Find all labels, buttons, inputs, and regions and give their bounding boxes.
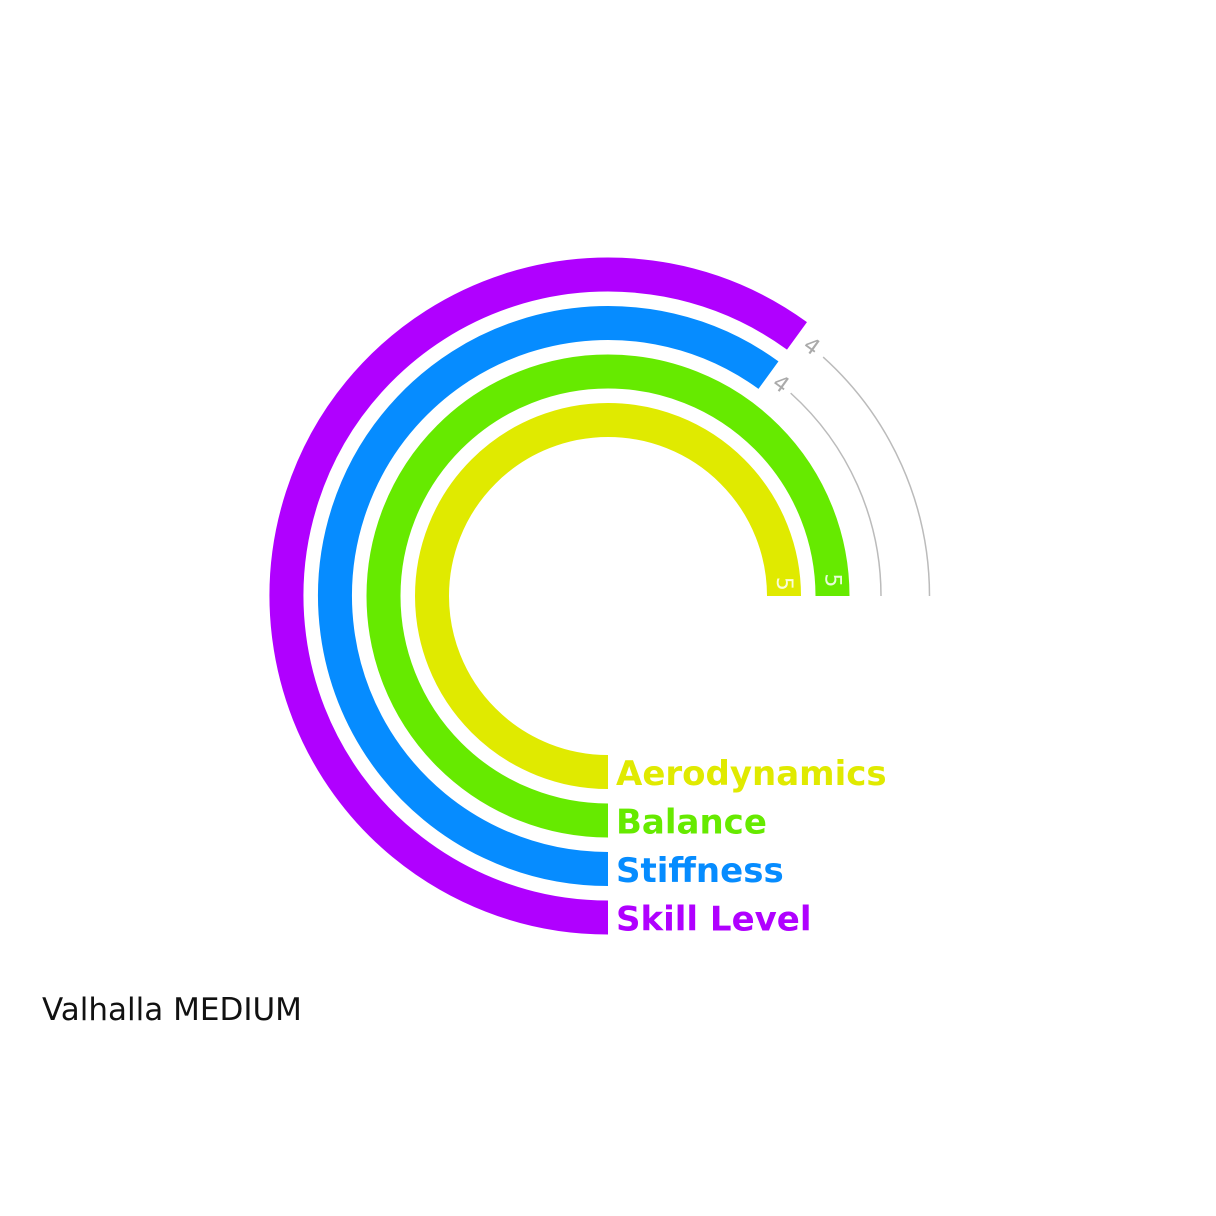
bar-balance <box>366 354 850 838</box>
series-label: Stiffness <box>616 851 784 891</box>
value-label: 4 <box>798 333 824 361</box>
bar-track <box>822 356 931 597</box>
series-label: Aerodynamics <box>616 754 887 794</box>
bar-track <box>790 392 882 597</box>
series-label: Skill Level <box>616 900 812 940</box>
bar-aerodynamics <box>415 403 801 789</box>
chart-caption: Valhalla MEDIUM <box>42 992 302 1028</box>
value-label: 4 <box>768 370 794 398</box>
value-label: 5 <box>819 573 844 587</box>
series-label: Balance <box>616 803 767 843</box>
bar-stiffness <box>318 306 779 886</box>
bar-skill-level <box>269 257 807 935</box>
value-label: 5 <box>771 577 796 591</box>
